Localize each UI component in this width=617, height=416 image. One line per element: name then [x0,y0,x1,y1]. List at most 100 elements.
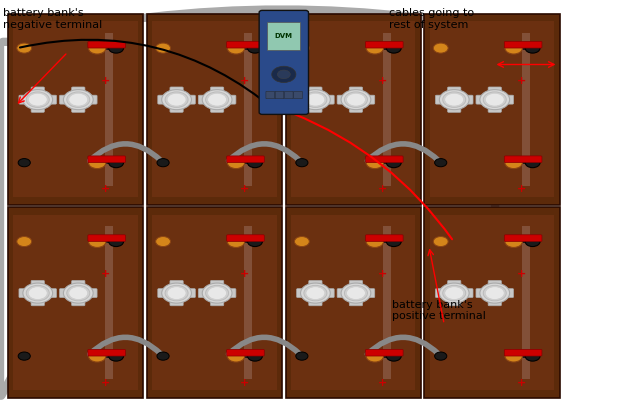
FancyBboxPatch shape [337,289,375,297]
Circle shape [205,285,228,301]
Bar [8,14,143,205]
Circle shape [296,158,308,167]
Circle shape [306,93,325,106]
FancyBboxPatch shape [294,91,302,99]
Circle shape [17,43,31,53]
FancyBboxPatch shape [275,91,284,99]
FancyBboxPatch shape [375,46,394,50]
Bar [383,33,391,186]
Circle shape [525,43,540,53]
FancyArrowPatch shape [228,144,300,161]
Circle shape [434,352,447,360]
FancyBboxPatch shape [198,95,236,104]
FancyBboxPatch shape [226,41,264,48]
Circle shape [341,89,371,110]
Circle shape [445,93,464,106]
Circle shape [344,285,367,301]
FancyBboxPatch shape [19,95,57,104]
Text: battery bank's
negative terminal: battery bank's negative terminal [3,8,102,30]
FancyBboxPatch shape [488,87,502,112]
Text: +: + [517,184,526,194]
Bar [430,215,554,391]
Circle shape [296,352,308,360]
Circle shape [247,158,262,168]
Text: +: + [378,378,387,388]
FancyArrowPatch shape [228,337,300,354]
Circle shape [505,157,523,168]
FancyBboxPatch shape [375,354,394,358]
FancyBboxPatch shape [31,87,44,112]
Circle shape [525,158,540,168]
Circle shape [505,235,523,248]
Circle shape [344,92,367,107]
Circle shape [433,43,448,53]
Circle shape [341,283,371,303]
FancyBboxPatch shape [476,289,513,297]
FancyBboxPatch shape [514,354,532,358]
FancyBboxPatch shape [210,280,224,306]
Bar [424,14,560,205]
Bar [244,226,252,379]
Circle shape [271,66,296,82]
Circle shape [208,93,226,106]
Circle shape [202,283,232,303]
Circle shape [23,283,52,303]
Circle shape [27,92,49,107]
FancyBboxPatch shape [59,95,97,104]
Circle shape [157,158,169,167]
FancyBboxPatch shape [365,235,403,241]
Text: +: + [239,184,249,194]
Bar [152,21,276,197]
FancyBboxPatch shape [504,349,542,356]
FancyBboxPatch shape [97,354,116,358]
Circle shape [18,158,30,167]
FancyBboxPatch shape [488,280,502,306]
FancyBboxPatch shape [436,95,473,104]
FancyBboxPatch shape [337,95,375,104]
Circle shape [167,93,186,106]
FancyBboxPatch shape [308,87,322,112]
FancyBboxPatch shape [88,349,125,356]
Circle shape [434,158,447,167]
FancyBboxPatch shape [88,235,125,241]
Text: +: + [378,76,387,86]
Circle shape [64,89,93,110]
Circle shape [386,237,401,247]
Circle shape [483,285,506,301]
FancyBboxPatch shape [170,87,183,112]
Circle shape [64,283,93,303]
Circle shape [294,237,309,247]
Text: +: + [378,269,387,279]
Circle shape [386,158,401,168]
FancyBboxPatch shape [198,289,236,297]
FancyBboxPatch shape [31,280,44,306]
FancyBboxPatch shape [226,156,264,163]
FancyBboxPatch shape [504,235,542,241]
Circle shape [109,158,123,168]
Circle shape [167,287,186,300]
Circle shape [294,43,309,53]
FancyBboxPatch shape [447,280,461,306]
Bar [8,207,143,398]
Circle shape [155,237,170,247]
FancyBboxPatch shape [514,46,532,50]
Circle shape [88,42,106,54]
FancyBboxPatch shape [267,22,300,50]
Circle shape [505,42,523,54]
Circle shape [109,43,123,53]
Circle shape [17,237,31,247]
FancyArrowPatch shape [495,46,540,354]
Text: +: + [239,76,249,86]
Text: +: + [101,184,110,194]
FancyBboxPatch shape [210,87,224,112]
FancyBboxPatch shape [72,280,85,306]
FancyBboxPatch shape [504,41,542,48]
Bar [14,215,138,391]
Circle shape [67,92,89,107]
Text: +: + [517,269,526,279]
Circle shape [486,287,504,300]
Circle shape [304,285,327,301]
Bar [244,33,252,186]
FancyBboxPatch shape [97,161,116,164]
Circle shape [88,235,106,248]
